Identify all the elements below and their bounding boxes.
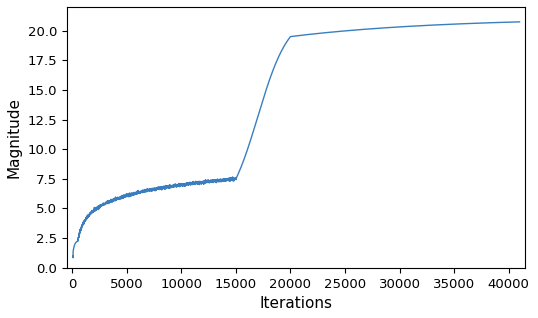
X-axis label: Iterations: Iterations xyxy=(259,296,332,311)
Y-axis label: Magnitude: Magnitude xyxy=(7,97,22,178)
